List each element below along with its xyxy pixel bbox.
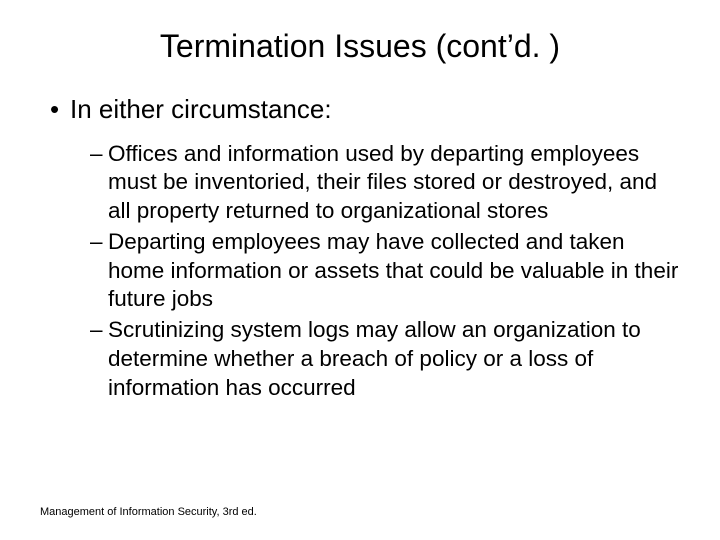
list-item: Scrutinizing system logs may allow an or… [90,316,680,402]
slide: Termination Issues (cont’d. ) In either … [0,0,720,540]
list-item: Offices and information used by departin… [90,140,680,226]
bullet-text: In either circumstance: [70,94,332,124]
footer-text: Management of Information Security, 3rd … [40,506,257,518]
bullet-list-level1: In either circumstance: Offices and info… [50,93,680,403]
list-item: Departing employees may have collected a… [90,228,680,314]
list-item: In either circumstance: Offices and info… [50,93,680,403]
bullet-list-level2: Offices and information used by departin… [90,140,680,403]
slide-title: Termination Issues (cont’d. ) [40,28,680,65]
